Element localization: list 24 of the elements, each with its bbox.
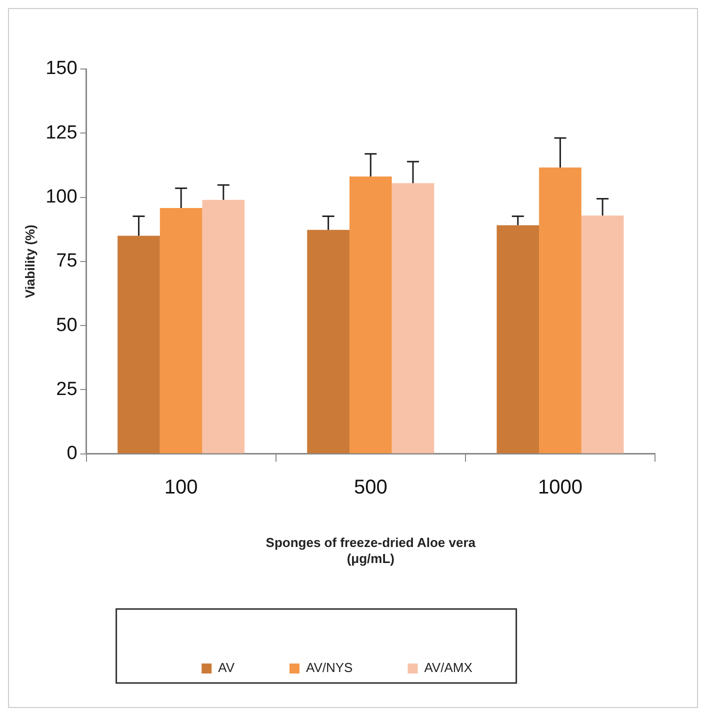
bar [160,208,202,454]
x-tick-label: 500 [354,476,388,498]
bar [307,230,350,454]
y-tick-label: 75 [56,250,78,272]
bar [349,176,392,454]
bar [581,215,624,454]
bar [118,236,160,454]
bar [496,225,540,454]
legend-label: AV/AMX [424,660,473,676]
y-tick-label: 0 [66,443,78,464]
x-tick-label: 100 [164,476,198,498]
y-tick-label: 25 [56,378,78,400]
bar [202,200,245,454]
bar [539,168,582,454]
x-tick-label: 1000 [538,476,582,498]
legend-label: AV/NYS [306,660,354,676]
y-tick-label: 125 [46,122,78,144]
x-axis-title: Sponges of freeze-dried Aloe vera (μg/mL) [266,535,476,566]
y-tick-label: 50 [56,314,78,336]
legend-label: AV [218,660,235,676]
y-axis-title: Viability (%) [22,224,38,298]
y-tick-label: 100 [46,186,78,208]
y-tick-label: 150 [46,58,78,80]
bar [392,183,434,454]
